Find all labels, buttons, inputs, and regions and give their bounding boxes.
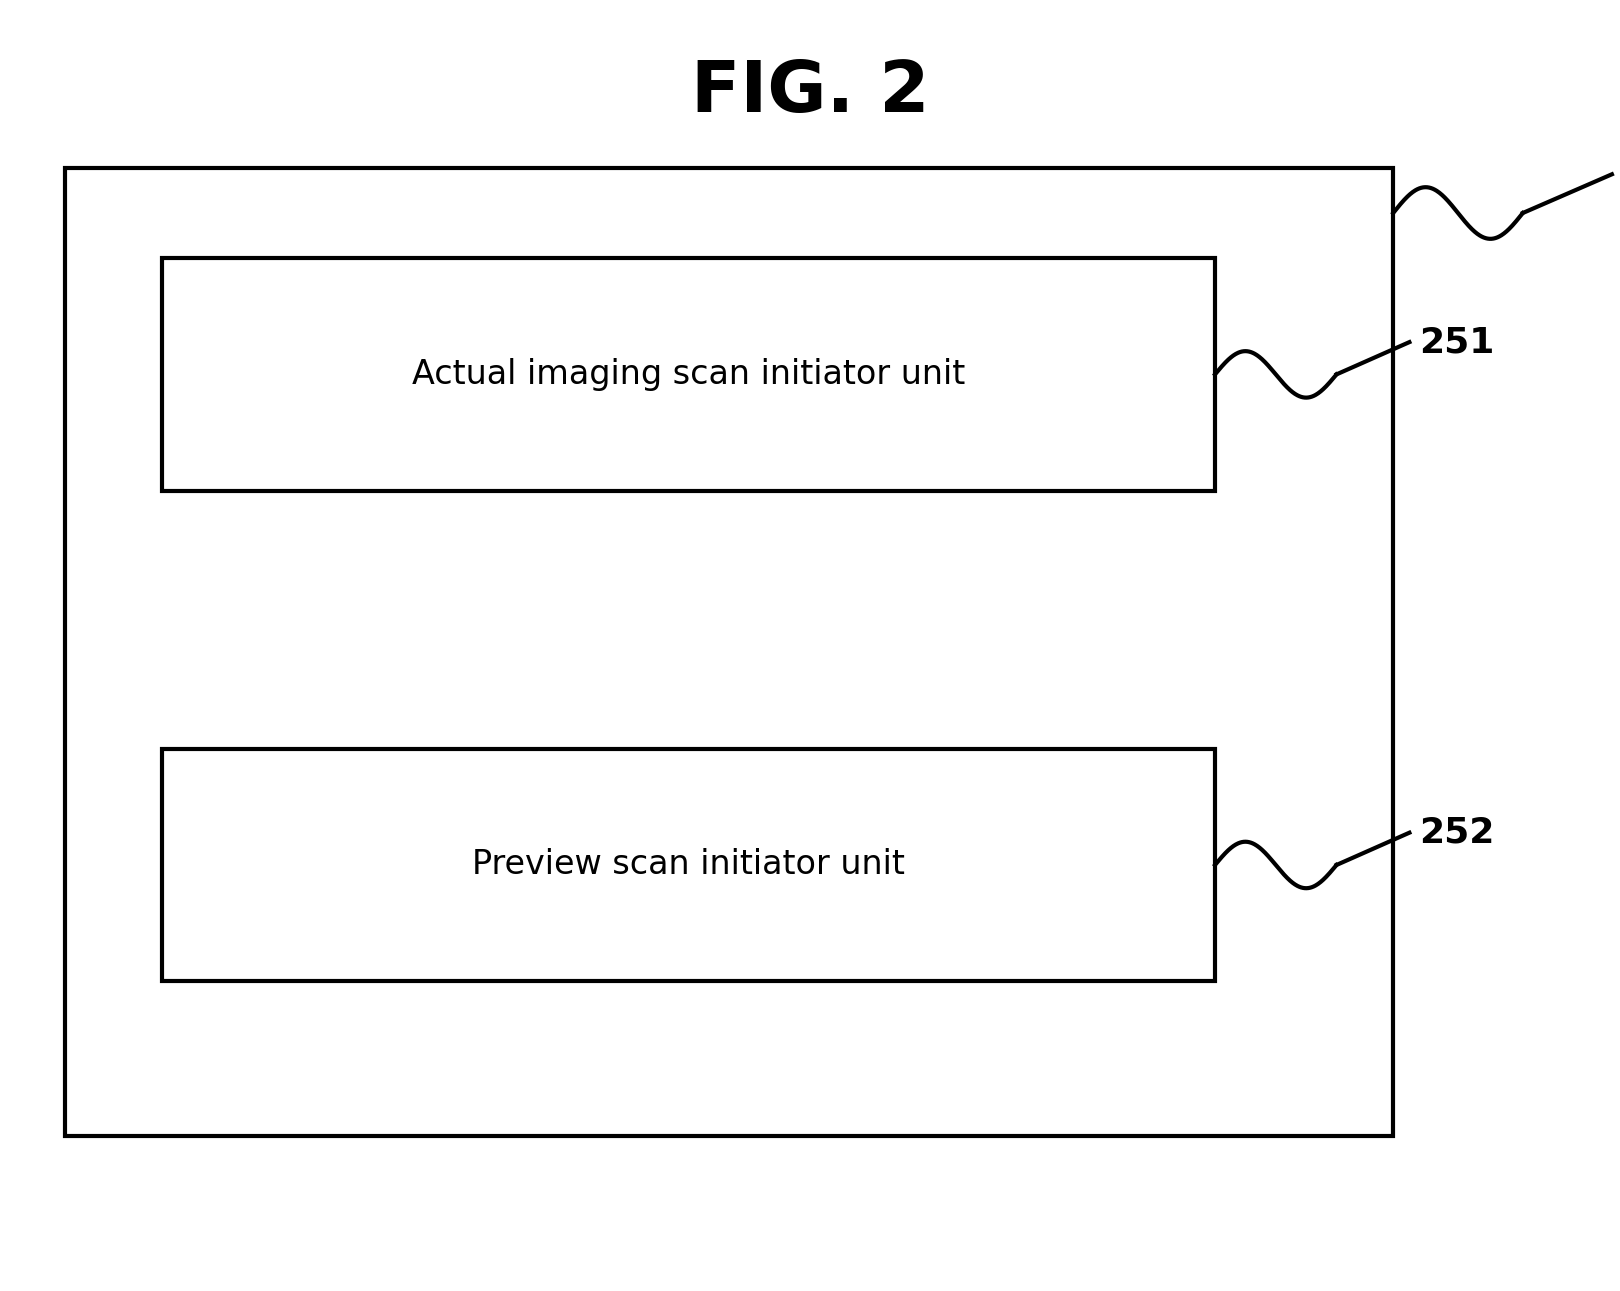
Text: 251: 251 [1419,325,1495,359]
Bar [162,258,1215,491]
Bar [162,749,1215,981]
Text: Preview scan initiator unit: Preview scan initiator unit [471,848,906,882]
Bar [65,168,1393,1136]
Text: 252: 252 [1419,816,1495,849]
Text: FIG. 2: FIG. 2 [690,58,930,127]
Text: Actual imaging scan initiator unit: Actual imaging scan initiator unit [411,358,966,391]
